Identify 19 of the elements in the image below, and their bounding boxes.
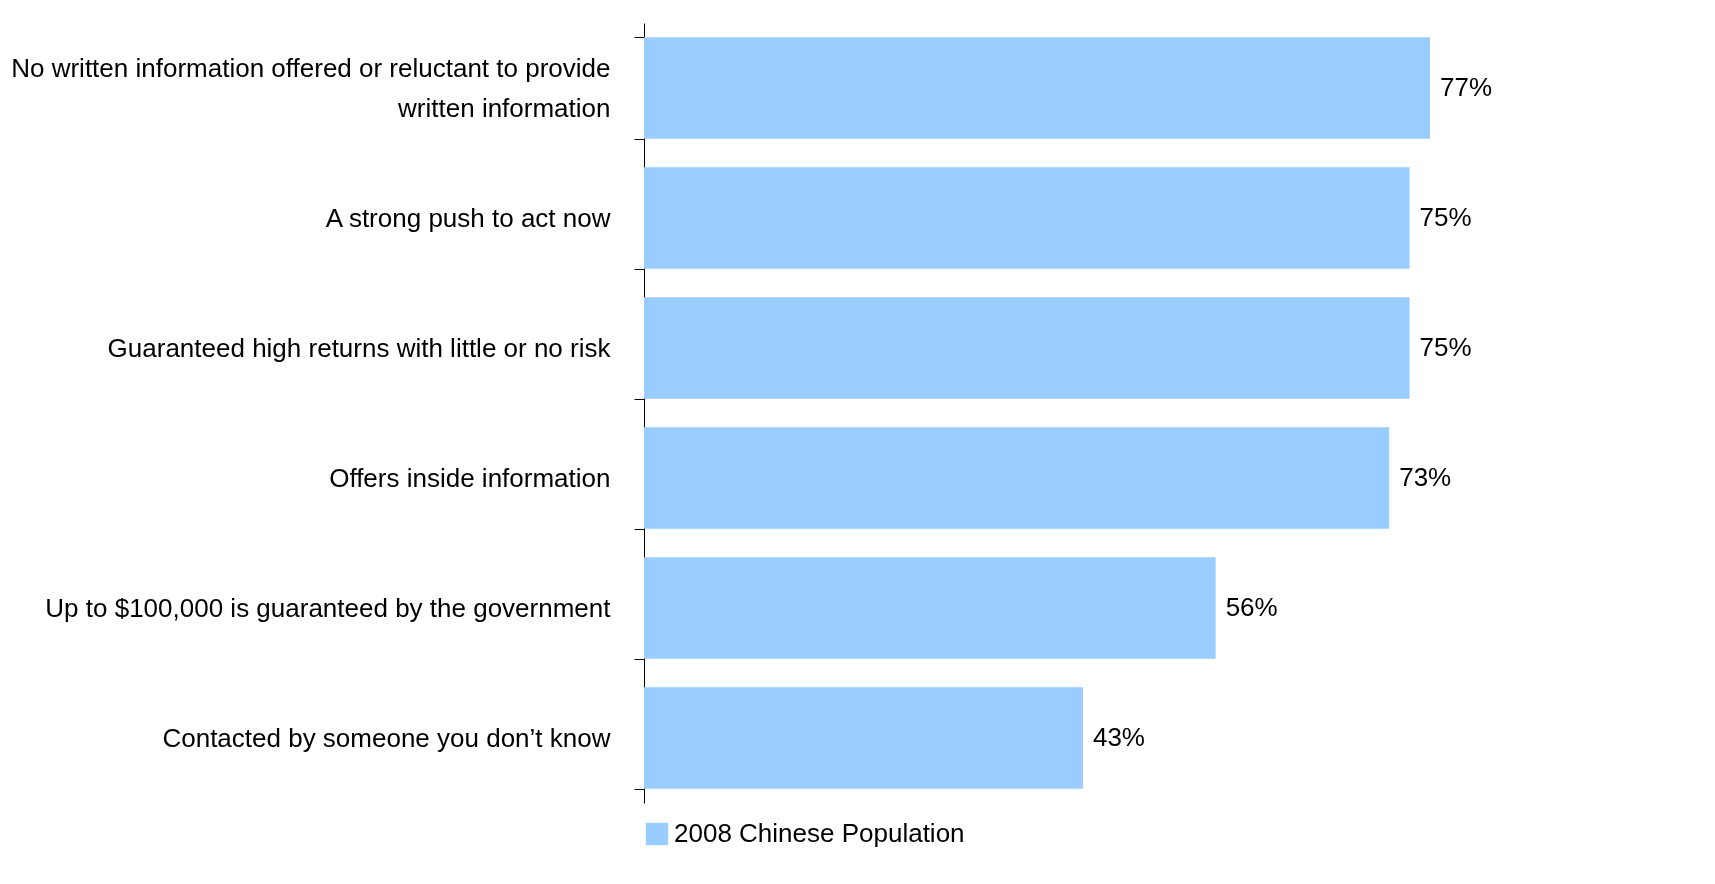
data-label: 73% — [1399, 462, 1452, 492]
y-tick-label: Up to $100,000 is guaranteed by the government — [45, 592, 612, 623]
bar — [644, 557, 1216, 659]
data-label: 56% — [1225, 592, 1278, 622]
y-tick-label: No written information offered or reluctant to provide written information — [11, 52, 611, 123]
data-label: 75% — [1419, 202, 1472, 232]
legend-label: 2008 Chinese Population — [674, 818, 965, 848]
data-label: 75% — [1419, 332, 1472, 362]
y-tick-label: Guaranteed high returns with little or no risk — [107, 332, 612, 363]
data-label: 43% — [1092, 722, 1145, 752]
bar — [644, 297, 1410, 399]
bar — [644, 687, 1083, 789]
bar — [644, 167, 1410, 269]
data-label: 77% — [1440, 72, 1493, 102]
bar — [644, 37, 1430, 139]
y-tick-label: A strong push to act now — [325, 202, 611, 233]
y-tick-label: Offers inside information — [329, 462, 611, 493]
y-tick-label: Contacted by someone you don’t know — [162, 722, 611, 753]
bar — [644, 427, 1390, 529]
